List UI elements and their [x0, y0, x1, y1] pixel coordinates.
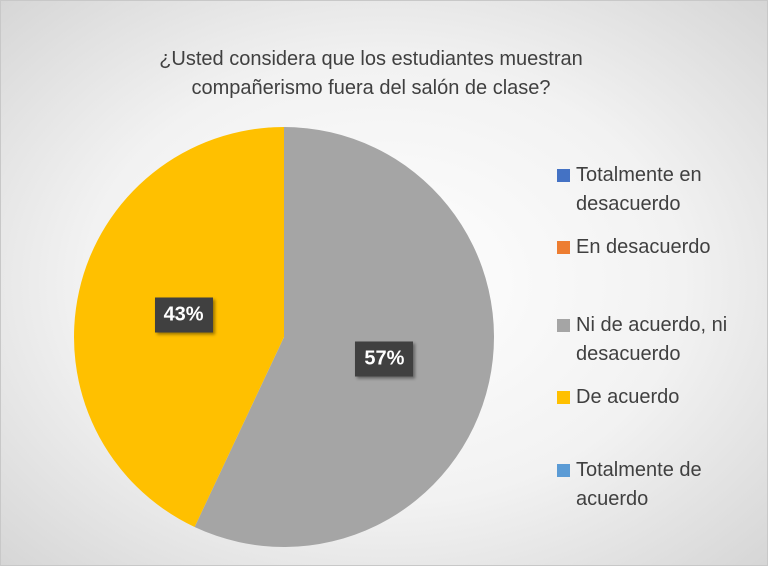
legend-label: Totalmente de acuerdo: [576, 459, 702, 510]
legend-swatch: [557, 464, 570, 477]
legend-label: Totalmente en desacuerdo: [576, 164, 702, 215]
legend-label: En desacuerdo: [576, 236, 711, 258]
data-label: 57%: [355, 341, 414, 377]
pie-slice: [194, 127, 495, 547]
legend-swatch: [557, 391, 570, 404]
legend-swatch: [557, 169, 570, 182]
chart-title: ¿Usted considera que los estudiantes mue…: [159, 48, 583, 99]
data-label: 43%: [154, 297, 213, 333]
legend-entry: De acuerdo: [557, 383, 742, 412]
legend-entry: En desacuerdo: [557, 233, 742, 262]
legend-entry: Totalmente de acuerdo: [557, 456, 742, 514]
legend-entry: Ni de acuerdo, ni desacuerdo: [557, 311, 742, 369]
legend-label: De acuerdo: [576, 386, 680, 408]
legend-swatch: [557, 319, 570, 332]
legend-entry: Totalmente en desacuerdo: [557, 161, 742, 219]
legend-swatch: [557, 241, 570, 254]
legend-label: Ni de acuerdo, ni desacuerdo: [576, 314, 728, 365]
